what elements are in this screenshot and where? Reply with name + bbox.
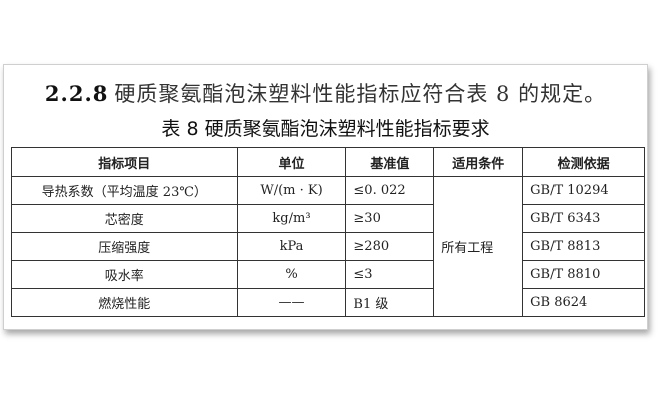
header-cell: 基准值 <box>345 147 435 177</box>
item-cell: 导热系数（平均温度 23℃） <box>11 176 238 205</box>
value-cell: ≤3 <box>345 260 435 289</box>
section-text: 硬质聚氨酯泡沫塑料性能指标应符合表 8 的规定。 <box>114 82 607 106</box>
condition-cell: 所有工程 <box>433 176 524 317</box>
value-cell: ≥30 <box>345 204 435 233</box>
standard-cell: GB/T 10294 <box>522 176 645 205</box>
value-cell: ≤0. 022 <box>345 176 435 205</box>
table-title: 表 8 硬质聚氨酯泡沫塑料性能指标要求 <box>161 118 490 140</box>
standard-cell: GB/T 8810 <box>522 260 645 289</box>
unit-cell: % <box>236 260 347 289</box>
item-cell: 芯密度 <box>11 204 238 233</box>
item-cell: 吸水率 <box>11 260 238 289</box>
table-row: 芯密度 kg/m³ ≥30 GB/T 6343 <box>11 204 645 233</box>
item-cell: 燃烧性能 <box>11 288 238 317</box>
value-cell: ≥280 <box>345 232 435 261</box>
section-number: 2.2.8 <box>44 81 109 106</box>
table-header-row: 指标项目 单位 基准值 适用条件 检测依据 <box>11 147 645 177</box>
spec-table: 指标项目 单位 基准值 适用条件 检测依据 导热系数（平均温度 23℃） W/(… <box>11 147 645 317</box>
standard-cell: GB/T 8813 <box>522 232 645 261</box>
header-cell: 适用条件 <box>433 147 524 177</box>
table-row: 导热系数（平均温度 23℃） W/(m · K) ≤0. 022 所有工程 GB… <box>11 176 645 317</box>
section-heading: 2.2.8 硬质聚氨酯泡沫塑料性能指标应符合表 8 的规定。 <box>4 78 647 108</box>
standard-cell: GB 8624 <box>522 288 645 317</box>
header-cell: 指标项目 <box>11 147 238 177</box>
header-cell: 单位 <box>236 147 347 177</box>
table-row: 压缩强度 kPa ≥280 GB/T 8813 <box>11 232 645 261</box>
table-row: 燃烧性能 —— B1 级 GB 8624 <box>11 288 645 317</box>
unit-cell: kPa <box>236 232 347 261</box>
document-page: 2.2.8 硬质聚氨酯泡沫塑料性能指标应符合表 8 的规定。 表 8 硬质聚氨酯泡… <box>3 64 648 330</box>
unit-cell: —— <box>236 288 347 317</box>
unit-cell: kg/m³ <box>236 204 347 233</box>
table-row: 吸水率 % ≤3 GB/T 8810 <box>11 260 645 289</box>
item-cell: 压缩强度 <box>11 232 238 261</box>
header-cell: 检测依据 <box>522 147 645 177</box>
unit-cell: W/(m · K) <box>236 176 347 205</box>
value-cell: B1 级 <box>345 288 435 317</box>
standard-cell: GB/T 6343 <box>522 204 645 233</box>
